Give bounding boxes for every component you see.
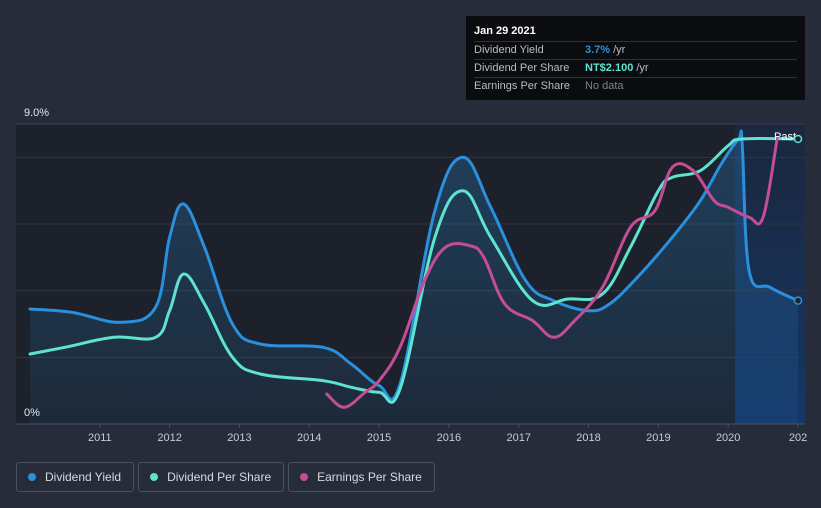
x-tick-label: 2020 (716, 432, 740, 444)
tooltip-row-earnings-per-share: Earnings Per Share No data (474, 77, 797, 95)
dot-icon (28, 473, 36, 481)
dividend-yield-line (28, 129, 800, 401)
tooltip-row-dividend-yield: Dividend Yield 3.7% /yr (474, 41, 797, 59)
y-min-label: 0% (24, 407, 40, 419)
earnings-per-share-line (325, 137, 779, 409)
tooltip-label: Earnings Per Share (474, 80, 570, 92)
x-tick-label: 2013 (227, 432, 251, 444)
x-tick-label: 2011 (88, 432, 112, 444)
tooltip-value: 3.7% (585, 44, 611, 56)
x-tick-label: 2012 (157, 432, 181, 444)
y-max-label: 9.0% (24, 107, 49, 119)
x-tick-label: 202 (789, 432, 807, 444)
dividend-per-share-end-marker (793, 134, 803, 144)
legend-label: Earnings Per Share (317, 470, 422, 484)
legend-label: Dividend Per Share (167, 470, 272, 484)
tooltip-value: No data (585, 80, 624, 92)
tooltip-unit: /yr (613, 44, 626, 56)
tooltip-unit: /yr (636, 62, 649, 74)
tooltip-row-dividend-per-share: Dividend Per Share NT$2.100 /yr (474, 59, 797, 77)
legend-dividend-yield[interactable]: Dividend Yield (16, 462, 135, 492)
dividend-per-share-line (28, 136, 800, 404)
dot-icon (300, 473, 309, 481)
legend-dividend-per-share[interactable]: Dividend Per Share (138, 462, 285, 492)
tooltip-value: NT$2.100 (585, 62, 634, 74)
x-tick-label: 2019 (646, 432, 670, 444)
tooltip-date: Jan 29 2021 (474, 25, 536, 37)
x-tick-label: 2015 (367, 432, 391, 444)
past-label: Past (774, 131, 796, 143)
tooltip: Jan 29 2021 Dividend Yield 3.7% /yr Divi… (466, 16, 805, 100)
tooltip-label: Dividend Yield (474, 44, 544, 56)
dot-icon (150, 473, 159, 481)
legend-earnings-per-share[interactable]: Earnings Per Share (288, 462, 435, 492)
x-tick-label: 2018 (576, 432, 600, 444)
tooltip-label: Dividend Per Share (474, 62, 570, 74)
legend-label: Dividend Yield (45, 470, 122, 484)
x-tick-label: 2014 (297, 432, 321, 444)
x-tick-label: 2017 (506, 432, 530, 444)
dividend-yield-area (30, 130, 798, 424)
legend: Dividend Yield Dividend Per Share Earnin… (16, 462, 435, 492)
dividend-yield-end-marker (793, 296, 803, 305)
x-tick-label: 2016 (437, 432, 461, 444)
